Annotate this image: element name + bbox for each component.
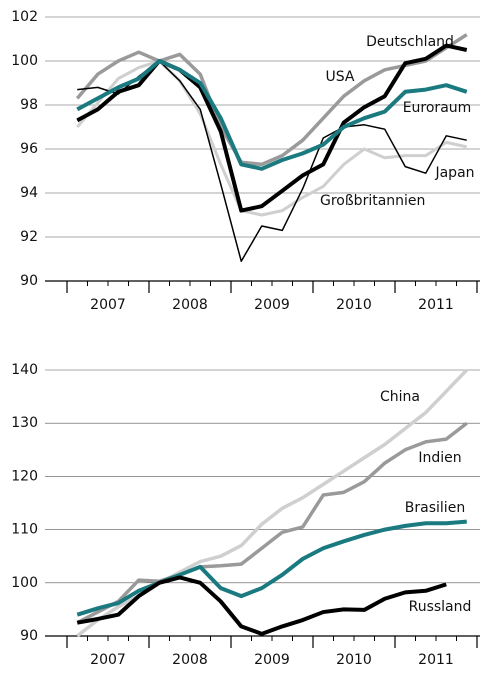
series-line: [76, 59, 468, 171]
y-tick-label: 100: [11, 575, 38, 591]
y-tick-label: 100: [11, 53, 38, 69]
x-tick-label: 2008: [172, 652, 208, 668]
series-label: Brasilien: [405, 500, 465, 516]
series-label: Indien: [418, 450, 461, 466]
x-tick-label: 2008: [172, 297, 208, 313]
y-tick-label: 110: [11, 522, 38, 538]
series-label: Russland: [409, 599, 472, 615]
y-tick-label: 102: [11, 9, 38, 25]
y-tick-label: 130: [11, 415, 38, 431]
y-tick-label: 120: [11, 468, 38, 484]
y-tick-label: 90: [20, 628, 38, 644]
x-tick-label: 2009: [254, 652, 290, 668]
series-label: Japan: [434, 165, 474, 181]
x-tick-label: 2011: [418, 652, 454, 668]
y-tick-label: 140: [11, 362, 38, 378]
x-tick-label: 2010: [336, 297, 372, 313]
x-tick-label: 2011: [418, 297, 454, 313]
series-line: [76, 43, 468, 213]
series-line: [76, 421, 468, 625]
x-tick-label: 2007: [90, 652, 126, 668]
x-tick-label: 2007: [90, 297, 126, 313]
series-label: Euroraum: [403, 100, 472, 116]
series-line: [76, 519, 467, 617]
y-tick-label: 96: [20, 141, 38, 157]
series-line: [76, 59, 468, 217]
series-label: Deutschland: [366, 34, 454, 50]
y-tick-label: 90: [20, 273, 38, 289]
series-label: China: [380, 389, 420, 405]
series-line: [76, 575, 447, 636]
x-tick-label: 2009: [254, 297, 290, 313]
y-tick-label: 98: [20, 97, 38, 113]
y-tick-label: 92: [20, 229, 38, 245]
y-tick-label: 94: [20, 185, 38, 201]
series-label: USA: [326, 69, 355, 85]
series-label: Großbritannien: [320, 193, 425, 209]
x-tick-label: 2010: [336, 652, 372, 668]
